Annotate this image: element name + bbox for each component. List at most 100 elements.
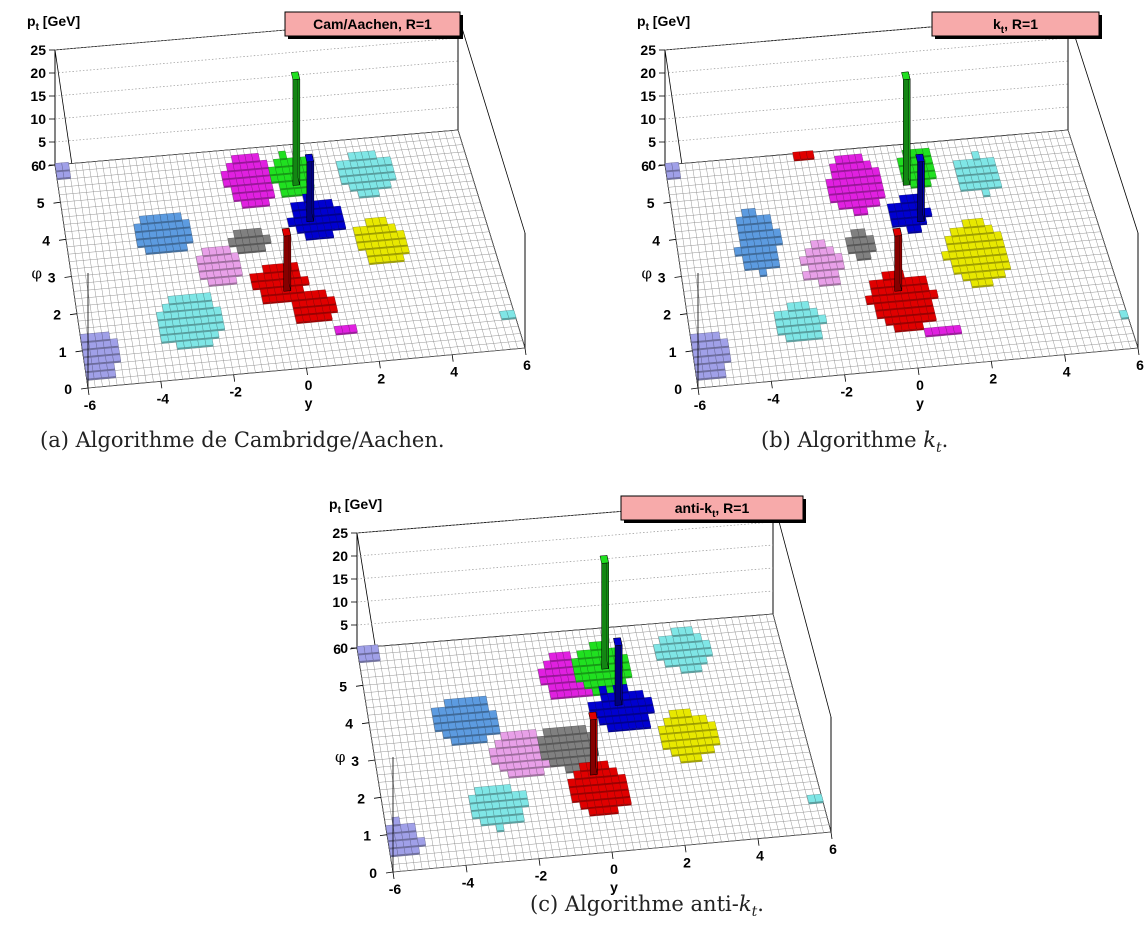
- x-tick-label: -6: [694, 397, 707, 413]
- y-tick-label: 3: [658, 270, 666, 286]
- chart-panel-b: 0 5 10 15 20 25 pt [GeV] 0 1 2 3 4 5 6 φ -6 -4 -2 0 2 4 6 y kt,…: [575, 0, 1147, 480]
- jet-cell: [518, 790, 528, 799]
- jet-cell: [690, 333, 699, 342]
- jet-cell: [854, 153, 864, 162]
- x-tick-label: 2: [683, 854, 691, 870]
- x-tick-label: -4: [157, 390, 170, 406]
- z-gridline: [664, 37, 1069, 74]
- z-gridline: [356, 521, 774, 557]
- y-tick-label: 4: [345, 716, 353, 732]
- jet-cell: [289, 262, 300, 271]
- jet-area: [733, 208, 783, 277]
- jet-cell: [370, 644, 380, 653]
- plot-title: anti-kt, R=1: [675, 500, 750, 520]
- x-tick: [1064, 354, 1067, 362]
- title-box: [284, 11, 461, 37]
- z-tick-label: 5: [340, 617, 348, 633]
- z-tick-label: 5: [38, 134, 46, 150]
- jet-cell: [478, 695, 488, 705]
- x-tick-label: 4: [1063, 364, 1071, 380]
- jet-cell: [617, 774, 627, 783]
- jet-cell: [259, 159, 269, 169]
- spike-top: [281, 227, 292, 237]
- grid-line-y: [71, 238, 492, 277]
- z-tick-label: 15: [30, 88, 46, 104]
- x-tick: [844, 374, 847, 382]
- jet-cell: [635, 690, 645, 699]
- z-gridline: [54, 83, 459, 120]
- spike-top: [915, 153, 925, 163]
- jet-cell: [921, 147, 932, 157]
- grid-line-y: [389, 809, 826, 850]
- jet-cell: [697, 332, 707, 342]
- caption-c: (c) Algorithme anti-kt.: [530, 892, 764, 921]
- jet-cell: [984, 224, 994, 233]
- z-gridline: [664, 83, 1069, 120]
- jet-cell: [862, 160, 872, 169]
- y-tick: [657, 164, 666, 167]
- x-tick: [770, 381, 773, 389]
- jet-cell: [975, 217, 985, 227]
- x-tick: [306, 367, 308, 376]
- x-tick: [392, 871, 395, 880]
- z-tick-label: 5: [648, 134, 656, 150]
- x-tick: [87, 387, 90, 396]
- z-tick-label: 0: [340, 640, 348, 656]
- z-tick-label: 25: [640, 42, 656, 58]
- jet-cell: [251, 153, 261, 162]
- y-tick: [679, 313, 688, 316]
- caption-b: (b) Algorithme kt.: [761, 428, 949, 457]
- x-tick: [990, 361, 993, 369]
- jet-cell: [181, 219, 191, 228]
- grid-line-y: [67, 209, 483, 247]
- jet-cell: [367, 150, 377, 159]
- jet-cell: [805, 150, 815, 159]
- x-tick-label: -2: [840, 384, 853, 400]
- spike-top: [901, 71, 911, 80]
- x-axis-label: y: [305, 395, 313, 411]
- x-tick: [611, 851, 614, 860]
- jet-cell: [80, 333, 89, 342]
- y-tick-label: 5: [339, 678, 347, 694]
- jet-cell: [986, 157, 996, 166]
- jet-cell: [857, 228, 867, 237]
- y-axis-label: φ: [642, 265, 653, 283]
- jet-cell: [300, 276, 310, 285]
- jet-cell: [813, 793, 824, 803]
- y-tick: [385, 871, 394, 874]
- pt-spike: [304, 153, 315, 223]
- pt-spike: [613, 637, 623, 706]
- jet-cell: [600, 760, 610, 769]
- jet-area: [133, 212, 194, 255]
- pt-spike: [290, 71, 301, 186]
- grid-line-y: [82, 311, 514, 352]
- grid-line-y: [79, 289, 508, 329]
- y-axis-label: φ: [32, 265, 43, 283]
- grid-line-y: [86, 340, 523, 381]
- y-tick: [64, 276, 72, 278]
- jet-area: [227, 227, 272, 255]
- x-tick: [917, 367, 920, 376]
- jet-area: [156, 150, 517, 350]
- grid-line-y: [682, 246, 1106, 285]
- jet-area: [356, 644, 426, 858]
- y-tick: [69, 313, 78, 316]
- jet-cell: [698, 714, 708, 723]
- z-gridline: [54, 37, 459, 74]
- jet-cell: [61, 162, 70, 171]
- x-tick: [757, 838, 760, 846]
- x-tick-label: 2: [989, 370, 997, 386]
- jet-cell: [502, 784, 512, 793]
- jet-cell: [253, 227, 263, 237]
- jet-cell: [719, 338, 729, 347]
- jet-area: [845, 228, 877, 261]
- y-tick-label: 0: [369, 865, 377, 881]
- jet-cell: [711, 331, 721, 340]
- spike-top: [599, 555, 609, 564]
- z-gridline: [54, 106, 459, 143]
- grid-line-y: [68, 216, 485, 255]
- grid-line-y: [388, 802, 824, 843]
- grid-line-y: [84, 325, 519, 366]
- grid-line-y: [54, 129, 459, 166]
- jet-area: [825, 153, 963, 338]
